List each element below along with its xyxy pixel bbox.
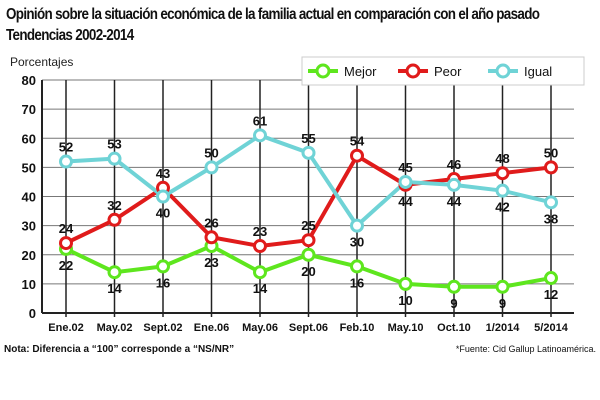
data-point-peor [204,230,219,245]
data-point-mejor [398,276,413,291]
data-point-igual [350,218,364,233]
x-tick-label: May.06 [242,322,278,334]
data-label-peor: 54 [350,134,365,149]
x-tick-label: Feb.10 [340,322,375,334]
x-tick-label: May.10 [388,322,424,334]
legend-label-igual: Igual [524,64,552,79]
data-point-mejor [107,265,122,280]
legend-marker-mejor [315,63,331,79]
data-label-peor: 25 [301,218,315,233]
y-tick-label: 70 [22,102,36,117]
data-point-igual [544,195,558,210]
data-point-igual [107,151,122,166]
footnote: Nota: Diferencia a “100” corresponde a “… [4,344,234,355]
data-point-peor [495,166,510,181]
data-label-mejor: 14 [253,281,268,296]
y-tick-label: 30 [22,219,36,234]
data-label-mejor: 12 [544,287,558,302]
data-point-peor [301,233,316,248]
data-label-igual: 61 [253,113,267,128]
legend-marker-igual [495,63,511,79]
y-tick-label: 10 [22,277,36,292]
y-tick-label: 80 [22,73,36,88]
data-point-igual [447,177,461,192]
data-label-igual: 50 [204,145,218,160]
x-tick-label: Sept.06 [289,322,328,334]
data-point-igual [156,189,170,204]
data-point-peor [253,239,267,254]
data-point-mejor [253,265,267,280]
chart-title: Opinión sobre la situación económica de … [6,6,540,23]
data-point-peor [544,160,558,175]
data-point-peor [107,212,122,227]
y-tick-label: 60 [22,131,36,146]
data-point-peor [59,236,73,251]
data-point-mejor [495,279,510,294]
data-label-igual: 42 [495,200,509,215]
x-tick-label: Ene.06 [194,322,229,334]
legend-marker-peor [405,63,421,79]
data-label-peor: 50 [544,145,558,160]
data-label-peor: 23 [253,224,267,239]
data-point-igual [398,174,413,189]
data-label-mejor: 9 [450,296,457,311]
data-label-peor: 44 [398,194,413,209]
legend-label-peor: Peor [434,64,462,79]
data-label-mejor: 22 [59,258,73,273]
x-tick-label: May.02 [97,322,133,334]
x-tick-label: 5/2014 [534,322,569,334]
data-label-peor: 24 [59,221,74,236]
data-label-mejor: 9 [499,296,506,311]
data-label-igual: 38 [544,211,558,226]
x-tick-label: Ene.02 [48,322,83,334]
data-label-igual: 53 [107,137,121,152]
data-point-igual [253,128,267,143]
data-label-mejor: 14 [107,281,122,296]
data-point-igual [204,160,219,175]
data-point-mejor [447,279,461,294]
x-tick-label: 1/2014 [486,322,521,334]
source-note: *Fuente: Cid Gallup Latinoamérica. [456,344,596,354]
data-label-igual: 30 [350,235,364,250]
x-tick-label: Sept.02 [143,322,182,334]
data-point-igual [495,183,510,198]
data-label-peor: 48 [495,151,509,166]
data-label-peor: 26 [204,215,218,230]
y-tick-label: 0 [29,306,36,321]
y-axis-label: Porcentajes [10,55,73,69]
data-point-igual [59,154,73,169]
data-point-mejor [156,259,170,274]
data-point-igual [301,145,316,160]
data-label-peor: 43 [156,166,170,181]
chart-subtitle: Tendencias 2002-2014 [6,27,134,44]
y-tick-label: 50 [22,160,36,175]
legend-box [301,56,585,86]
y-tick-label: 20 [22,248,36,263]
data-label-igual: 55 [301,131,315,146]
data-label-igual: 40 [156,206,170,221]
data-label-igual: 44 [447,194,462,209]
data-point-mejor [544,271,558,286]
data-point-peor [350,148,364,163]
y-tick-label: 40 [22,190,36,205]
legend-label-mejor: Mejor [344,64,377,79]
x-tick-label: Oct.10 [437,322,471,334]
data-label-mejor: 20 [301,264,315,279]
data-label-igual: 45 [398,160,412,175]
data-label-peor: 32 [107,198,121,213]
data-label-mejor: 16 [350,275,364,290]
data-label-mejor: 23 [204,255,218,270]
data-point-mejor [301,247,316,262]
data-label-peor: 46 [447,157,461,172]
data-label-mejor: 16 [156,275,170,290]
data-label-mejor: 10 [398,293,412,308]
data-label-igual: 52 [59,140,73,155]
data-point-mejor [350,259,364,274]
